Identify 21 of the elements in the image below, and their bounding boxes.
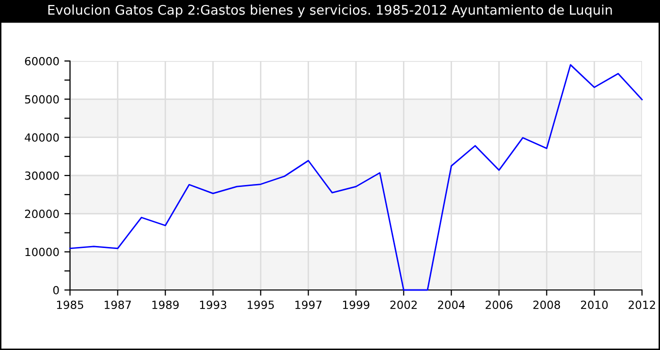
x-tick-label: 2004 [438, 300, 465, 310]
x-tick-label: 2008 [533, 300, 560, 310]
y-tick-label: 20000 [25, 210, 59, 218]
x-tick-label: 1997 [295, 300, 322, 310]
x-tick-label: 1985 [57, 300, 84, 310]
y-tick-label: 0 [53, 286, 59, 294]
chart-title: Evolucion Gatos Cap 2:Gastos bienes y servicios. 1985-2012 Ayuntamiento de Luquin [48, 4, 612, 18]
x-tick-label: 1999 [343, 300, 370, 310]
x-tick-label: 2010 [581, 300, 608, 310]
x-tick-label: 1989 [152, 300, 179, 310]
x-tick-label: 2012 [628, 300, 656, 310]
y-tick-label: 10000 [25, 248, 59, 256]
y-tick-label: 50000 [25, 95, 59, 104]
y-tick-label: 40000 [24, 133, 59, 142]
y-tick-label: 60000 [25, 56, 59, 66]
x-tick-label: 2002 [390, 300, 417, 310]
x-tick-label: 1987 [104, 300, 131, 310]
x-tick-label: 1995 [248, 300, 274, 310]
y-tick-label: 30000 [25, 171, 59, 180]
x-tick-label: 1993 [200, 300, 226, 310]
x-tick-label: 2006 [486, 300, 512, 310]
